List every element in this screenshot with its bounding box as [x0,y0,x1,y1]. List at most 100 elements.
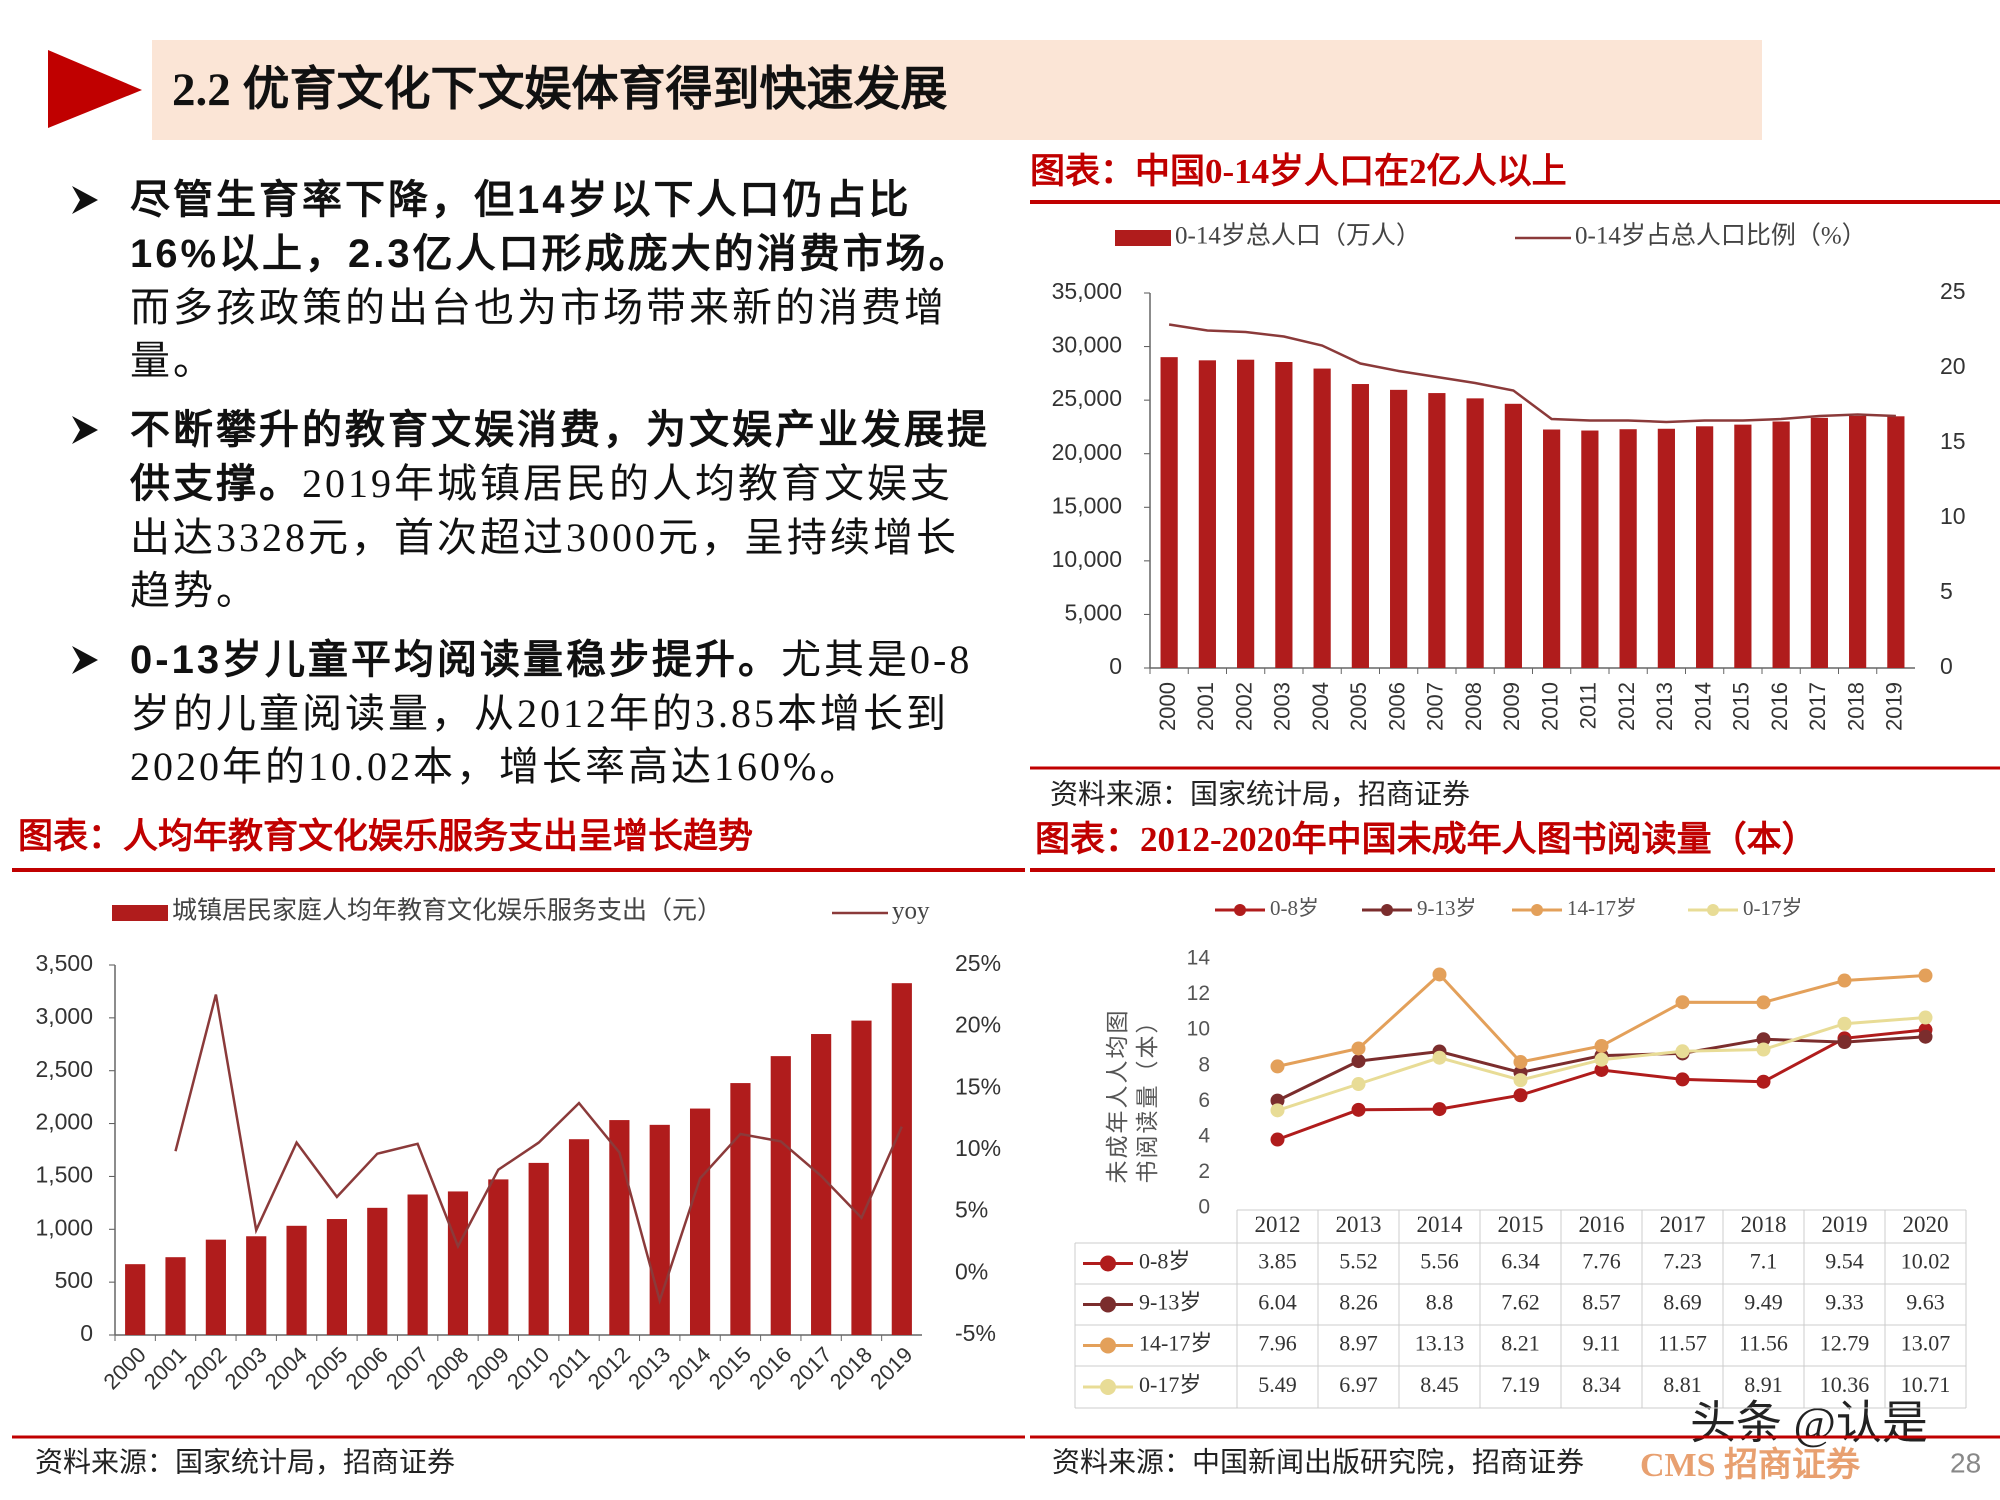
table-cell: 6.04 [1258,1290,1297,1315]
table-row-label: 0-8岁 [1139,1249,1190,1274]
table-cell: 5.52 [1339,1249,1378,1274]
point [1675,1072,1690,1087]
point [1918,1029,1933,1044]
bullet-text: 而多孩政策的出台也为市场带来新的消费增量。 [130,285,947,383]
y2-tick-label: 5 [1940,578,1953,604]
legend-label: 城镇居民家庭人均年教育文化娱乐服务支出（元） [172,897,722,925]
bar [1504,403,1522,668]
table-cell: 9.49 [1744,1290,1783,1315]
bar [447,1191,469,1335]
bar [730,1083,751,1335]
x-tick-label: 2006 [1384,682,1409,731]
point [1432,1102,1447,1117]
bar [1390,389,1408,668]
point [1756,1074,1771,1089]
legend-label: 0-14岁总人口（万人） [1175,222,1421,250]
bar [1428,393,1446,668]
point [1351,1041,1366,1056]
y2-tick-label: 10% [955,1135,1001,1161]
table-cell: 8.57 [1582,1290,1621,1315]
x-tick-label: 2005 [300,1342,352,1394]
legend-swatch [112,905,168,921]
table-marker [1100,1296,1116,1313]
y-tick-label: 25,000 [1052,385,1122,411]
y2-tick-label: 25% [955,950,1001,976]
y2-tick-label: 5% [955,1197,988,1223]
bar [851,1020,872,1335]
bar [1313,368,1331,668]
bar [891,983,912,1335]
x-tick-label: 2010 [1537,682,1562,731]
bar [246,1236,267,1335]
bar [1696,426,1714,668]
bullet-bold: 0-13岁儿童平均阅读量稳步提升。 [130,638,782,682]
table-cell: 7.23 [1663,1249,1702,1274]
table-row-label: 14-17岁 [1139,1331,1212,1356]
bullet: 0-13岁儿童平均阅读量稳步提升。尤其是0-8岁的儿童阅读量，从2012年的3.… [130,633,990,793]
x-tick-label: 2012 [583,1342,635,1394]
point [1837,1016,1852,1031]
bar [1772,421,1790,668]
y-tick-label: 0 [80,1320,93,1346]
x-tick-label: 2003 [220,1342,272,1394]
y-tick-label: 6 [1198,1089,1210,1112]
legend-label: 9-13岁 [1417,896,1477,920]
y-tick-label: 4 [1198,1124,1210,1147]
bullet-marker [72,186,98,214]
table-cell: 8.91 [1744,1372,1783,1397]
bar [1619,429,1637,668]
bullet-text: 尤其是0-8岁的儿童阅读量，从2012年的3.85本增长到2020年的10.02… [130,637,973,789]
table-cell: 11.57 [1658,1331,1707,1356]
legend-marker [1234,904,1246,916]
x-tick-label: 2009 [462,1342,514,1394]
table-cell: 13.07 [1901,1331,1951,1356]
x-tick-label: 2002 [179,1342,231,1394]
point [1594,1038,1609,1053]
table-cell: 7.19 [1501,1372,1540,1397]
y-tick-label: 1,500 [35,1162,93,1188]
y-tick-label: 3,500 [35,950,93,976]
legend-marker [1381,904,1393,916]
source: 资料来源：国家统计局，招商证券 [35,1446,455,1478]
point [1513,1088,1528,1103]
table-cell: 13.13 [1415,1331,1465,1356]
table-cell: 7.1 [1750,1249,1778,1274]
table-cell: 9.54 [1825,1249,1864,1274]
x-tick-label: 2006 [341,1342,393,1394]
x-tick-label: 2017 [1660,1212,1706,1237]
x-tick-label: 2005 [1346,682,1371,731]
point [1351,1054,1366,1069]
table-cell: 8.45 [1420,1372,1459,1397]
line [174,994,903,1305]
y-tick-label: 14 [1187,947,1211,970]
table-cell: 6.97 [1339,1372,1378,1397]
bar [1160,357,1178,668]
page-number: 28 [1950,1447,1981,1478]
bar [165,1257,186,1335]
y-tick-label: 2,000 [35,1109,93,1135]
table-cell: 7.96 [1258,1331,1297,1356]
point [1918,1010,1933,1025]
x-tick-label: 2012 [1255,1212,1301,1237]
x-tick-label: 2000 [1155,682,1180,731]
y-tick-label: 2,500 [35,1056,93,1082]
x-tick-label: 2012 [1614,682,1639,731]
table-cell: 7.62 [1501,1290,1540,1315]
bar [1198,360,1216,668]
x-tick-label: 2013 [1336,1212,1382,1237]
table-cell: 8.8 [1426,1290,1454,1315]
x-tick-label: 2014 [663,1342,715,1394]
x-tick-label: 2018 [825,1342,877,1394]
x-tick-label: 2008 [421,1342,473,1394]
bar [1657,428,1675,668]
x-tick-label: 2001 [139,1342,191,1394]
bar [326,1219,348,1335]
point [1756,995,1771,1010]
y-tick-label: 500 [55,1267,93,1293]
point [1351,1102,1366,1117]
y2-tick-label: 15 [1940,428,1966,454]
x-tick-label: 2019 [865,1342,917,1394]
point [1270,1093,1285,1108]
bullet-marker [72,416,98,444]
point [1675,995,1690,1010]
